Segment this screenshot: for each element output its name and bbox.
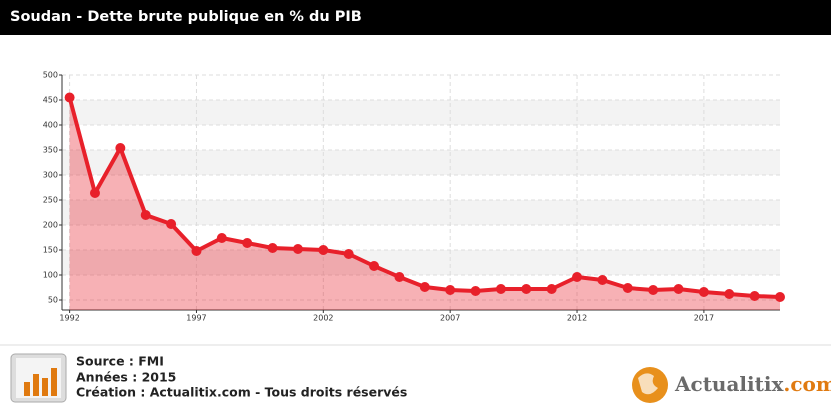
y-tick-label: 350: [43, 146, 58, 155]
logo: Actualitix.com: [632, 367, 831, 403]
y-tick-label: 500: [43, 71, 58, 80]
x-tick-label: 1992: [59, 314, 79, 323]
footer-icon: [10, 353, 67, 403]
y-tick-label: 100: [43, 271, 58, 280]
logo-name: Actualitix.com: [674, 372, 831, 396]
point: [724, 289, 735, 299]
y-tick-label: 300: [43, 171, 58, 180]
point: [445, 285, 456, 295]
point: [495, 284, 506, 294]
plot-band: [62, 150, 780, 175]
logo-suffix: .com: [783, 372, 831, 396]
plot-band: [62, 250, 780, 275]
point: [64, 92, 75, 103]
logo-name-text: Actualitix: [674, 372, 784, 396]
point: [89, 188, 100, 198]
footer-creation: Création : Actualitix.com - Tous droits …: [76, 385, 407, 400]
area: [69, 97, 780, 310]
point: [267, 243, 278, 253]
y-tick-label: 50: [48, 296, 58, 305]
point: [749, 291, 760, 301]
y-tick-label: 400: [43, 121, 58, 130]
y-tick-label: 450: [43, 96, 58, 105]
x-tick-label: 2017: [694, 314, 714, 323]
point: [597, 275, 608, 285]
point: [166, 219, 177, 229]
plot-band: [62, 100, 780, 125]
point: [115, 143, 126, 153]
point: [191, 246, 202, 256]
x-tick-label: 2002: [313, 314, 333, 323]
point: [292, 244, 303, 254]
x-tick-label: 2012: [567, 314, 587, 323]
point: [369, 261, 380, 271]
footer-source: Source : FMI: [76, 354, 164, 369]
footer-years: Années : 2015: [76, 370, 176, 385]
y-tick-label: 150: [43, 246, 58, 255]
x-tick-label: 1997: [186, 314, 206, 323]
chart-title: Soudan - Dette brute publique en % du PI…: [10, 9, 362, 25]
point: [698, 287, 709, 297]
y-tick-label: 250: [43, 196, 58, 205]
point: [673, 284, 684, 294]
header-bar: [0, 0, 831, 35]
point: [572, 272, 583, 282]
point: [140, 210, 151, 220]
point: [546, 284, 557, 294]
point: [521, 284, 532, 294]
x-tick-label: 2007: [440, 314, 460, 323]
point: [470, 286, 481, 296]
point: [216, 233, 227, 243]
point: [343, 249, 354, 259]
point: [318, 245, 329, 255]
point: [419, 282, 430, 292]
plot-band: [62, 200, 780, 225]
point: [242, 238, 253, 248]
point: [394, 272, 405, 282]
y-tick-label: 200: [43, 221, 58, 230]
point: [648, 285, 659, 295]
point: [775, 292, 785, 302]
point: [622, 283, 633, 293]
